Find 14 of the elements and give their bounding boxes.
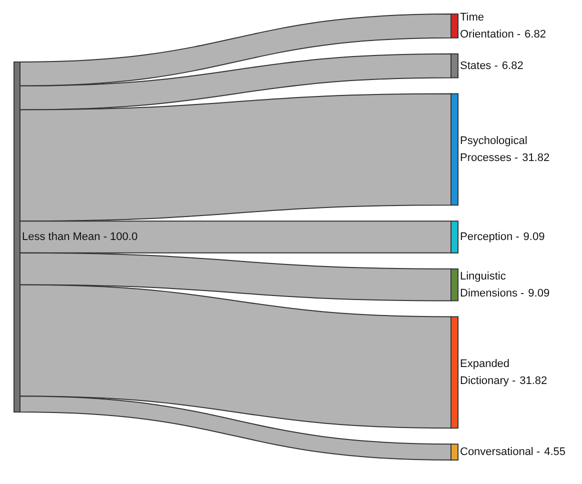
- category-label: Linguistic Dimensions -: [460, 270, 525, 300]
- data-label: 6.82: [502, 60, 524, 72]
- data-label: 31.82: [520, 374, 548, 387]
- data-label: 9.09: [528, 287, 550, 300]
- data-label: 9.09: [523, 231, 545, 244]
- category-label: States -: [460, 60, 498, 72]
- data-label: 31.82: [522, 152, 550, 164]
- category-label: Time Orientation -: [460, 11, 521, 40]
- category-label: Expanded Dictionary -: [460, 358, 516, 387]
- category-label: Perception -: [460, 231, 520, 244]
- text: Less than Mean - 100.0: [22, 231, 138, 244]
- data-label: 4.55: [544, 446, 566, 458]
- data-label: 6.82: [524, 28, 546, 40]
- category-label: Conversational -: [460, 446, 540, 458]
